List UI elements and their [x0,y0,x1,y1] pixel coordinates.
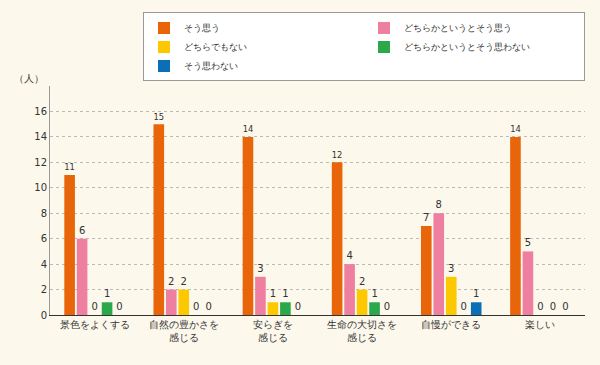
svg-text:0: 0 [384,301,390,312]
svg-text:14: 14 [243,124,254,134]
svg-text:14: 14 [34,131,47,142]
svg-text:14: 14 [510,124,521,134]
svg-text:自慢ができる: 自慢ができる [421,319,481,330]
svg-text:1: 1 [104,288,110,299]
svg-text:0: 0 [41,310,47,321]
svg-text:15: 15 [153,112,164,122]
svg-text:2: 2 [359,276,365,287]
svg-text:生命の大切さを感じる: 生命の大切さを感じる [327,319,397,343]
svg-text:0: 0 [461,301,467,312]
svg-text:3: 3 [257,263,263,274]
svg-text:4: 4 [41,259,47,270]
svg-text:8: 8 [41,208,47,219]
svg-text:12: 12 [332,150,343,160]
svg-text:2: 2 [181,276,187,287]
svg-text:そう思う: そう思う [184,23,220,33]
svg-text:11: 11 [64,162,75,172]
svg-text:0: 0 [193,301,199,312]
svg-text:5: 5 [525,237,531,248]
svg-text:どちらでもない: どちらでもない [184,42,247,52]
svg-text:1: 1 [371,288,377,299]
svg-text:0: 0 [91,301,97,312]
svg-text:10: 10 [34,182,47,193]
svg-text:（人）: （人） [14,73,44,84]
svg-text:16: 16 [34,106,47,117]
svg-text:0: 0 [537,301,543,312]
svg-text:1: 1 [270,288,276,299]
svg-text:楽しい: 楽しい [525,319,555,330]
svg-text:0: 0 [116,301,122,312]
svg-text:0: 0 [295,301,301,312]
svg-text:0: 0 [562,301,568,312]
svg-text:6: 6 [41,233,47,244]
svg-text:1: 1 [282,288,288,299]
svg-text:自然の豊かさを感じる: 自然の豊かさを感じる [149,319,219,343]
svg-text:12: 12 [34,157,47,168]
svg-text:景色をよくする: 景色をよくする [60,319,130,330]
svg-text:どちらかというとそう思う: どちらかというとそう思う [404,23,512,33]
svg-text:4: 4 [346,250,352,261]
svg-text:安らぎを感じる: 安らぎを感じる [253,319,293,343]
svg-text:そう思わない: そう思わない [184,61,238,71]
svg-text:6: 6 [79,225,85,236]
svg-text:1: 1 [473,288,479,299]
svg-text:2: 2 [168,276,174,287]
svg-text:8: 8 [436,199,442,210]
svg-text:2: 2 [41,284,47,295]
svg-text:0: 0 [550,301,556,312]
svg-text:7: 7 [423,212,429,223]
svg-text:0: 0 [206,301,212,312]
svg-text:3: 3 [448,263,454,274]
svg-text:どちらかというとそう思わない: どちらかというとそう思わない [404,42,530,52]
